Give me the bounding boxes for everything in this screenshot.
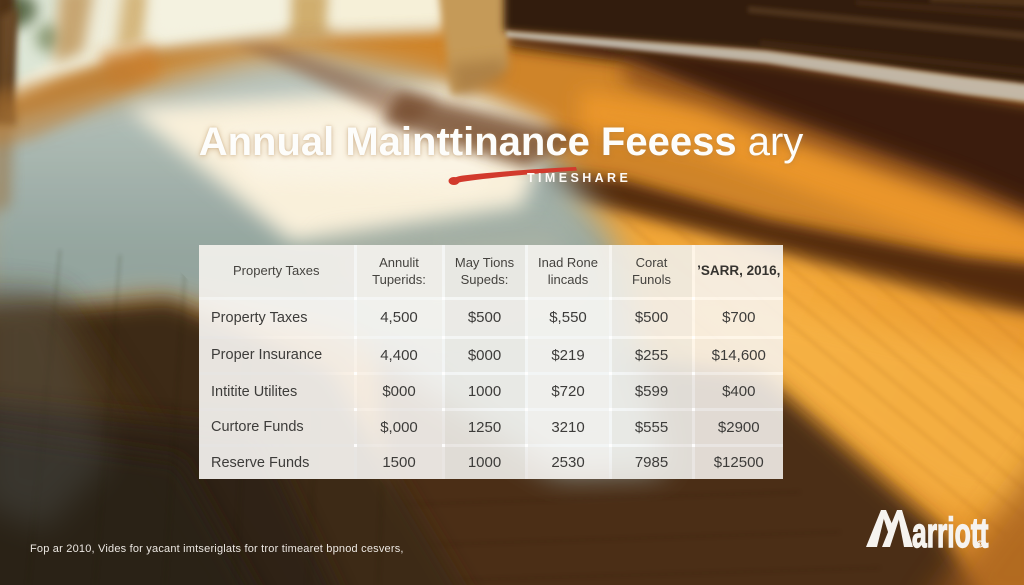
svg-text:R: R xyxy=(978,542,982,548)
svg-text:arriott: arriott xyxy=(912,510,989,554)
